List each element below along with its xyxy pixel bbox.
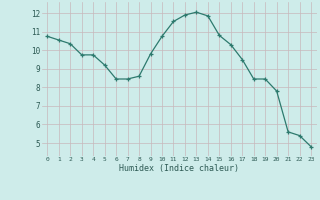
X-axis label: Humidex (Indice chaleur): Humidex (Indice chaleur) — [119, 164, 239, 173]
